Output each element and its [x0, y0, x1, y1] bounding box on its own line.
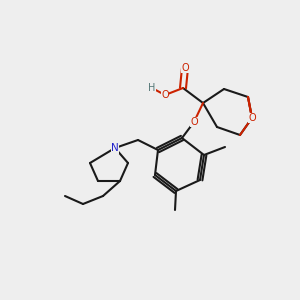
Text: O: O [181, 63, 189, 73]
Text: O: O [248, 113, 256, 123]
Text: H: H [148, 83, 156, 93]
Text: N: N [111, 143, 119, 153]
Text: O: O [161, 90, 169, 100]
Text: O: O [190, 117, 198, 127]
